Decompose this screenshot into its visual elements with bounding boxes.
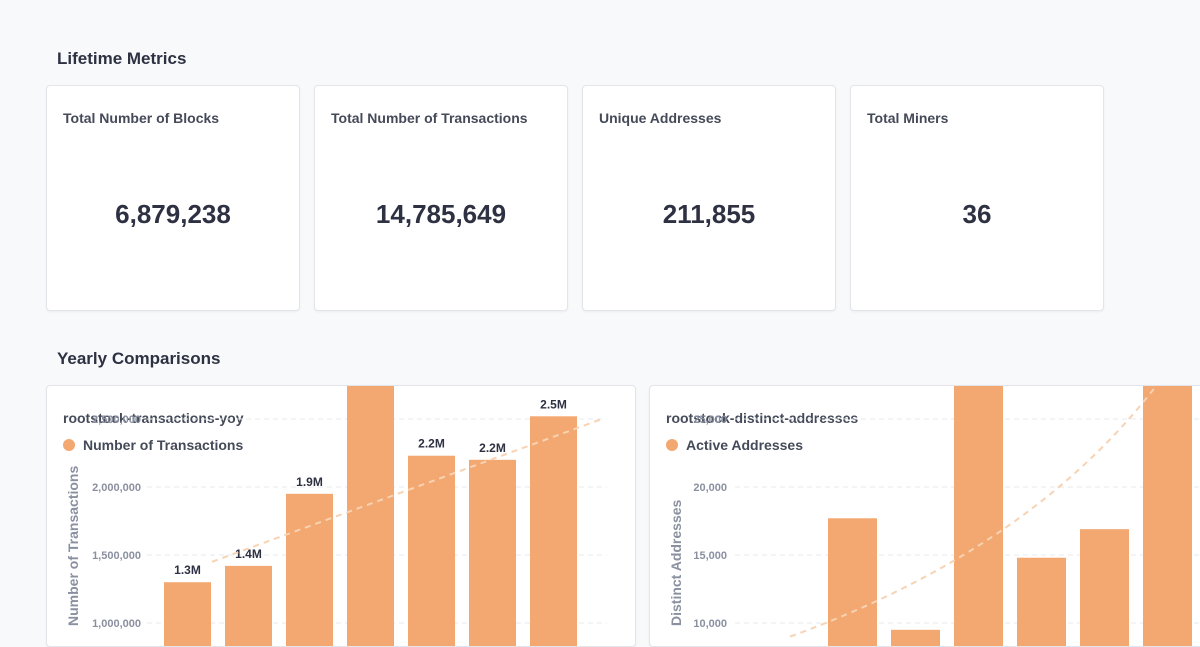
metric-card-total-transactions: Total Number of Transactions 14,785,649 xyxy=(314,85,568,311)
y-tick-label: 20,000 xyxy=(693,482,727,494)
chart-title: rootstock-distinct-addresses xyxy=(666,410,859,426)
yearly-comparisons-heading: Yearly Comparisons xyxy=(57,349,221,368)
bar xyxy=(1017,557,1066,646)
bar-data-label: 2.5M xyxy=(540,397,567,411)
metric-label: Total Number of Blocks xyxy=(63,110,220,126)
y-axis-title: Distinct Addresses xyxy=(668,499,684,626)
bar xyxy=(1143,386,1192,646)
legend-label: Number of Transactions xyxy=(83,437,244,453)
bar-data-label: 1.4M xyxy=(235,547,262,561)
bar xyxy=(164,582,211,646)
chart-card-distinct-addresses: rootstock-distinct-addresses Active Addr… xyxy=(649,385,1200,647)
metric-card-total-miners: Total Miners 36 xyxy=(850,85,1104,311)
bar-data-label: 2.2M xyxy=(418,437,445,451)
metric-card-total-blocks: Total Number of Blocks 6,879,238 xyxy=(46,85,300,311)
y-tick-label: 25,000 xyxy=(693,414,727,426)
bar xyxy=(408,455,455,646)
metric-value: 14,785,649 xyxy=(375,199,507,229)
chart-card-transactions-yoy: rootstock-transactions-yoy Number of Tra… xyxy=(46,385,636,647)
y-tick-label: 1,000,000 xyxy=(92,618,141,630)
bar xyxy=(225,565,272,646)
y-tick-label: 15,000 xyxy=(693,550,727,562)
legend-label: Active Addresses xyxy=(686,437,803,453)
bar xyxy=(1080,529,1129,646)
metric-value: 211,855 xyxy=(662,199,756,229)
y-tick-label: 1,500,000 xyxy=(92,550,141,562)
legend-dot-icon xyxy=(63,439,75,451)
chart-title: rootstock-transactions-yoy xyxy=(63,410,244,426)
metric-value: 6,879,238 xyxy=(115,199,231,229)
bar xyxy=(347,386,394,646)
transactions-bar-chart: 1,000,0001,500,0002,000,0002,500,0003,00… xyxy=(65,386,607,646)
y-axis-title: Number of Transactions xyxy=(65,466,81,626)
bar-data-label: 1.3M xyxy=(174,563,201,577)
trend-line xyxy=(789,386,1158,638)
bar-data-label: 2.2M xyxy=(479,441,506,455)
y-tick-label: 2,000,000 xyxy=(92,482,141,494)
metric-value: 36 xyxy=(962,199,992,229)
bar xyxy=(469,459,516,646)
metric-label: Unique Addresses xyxy=(599,110,722,126)
metric-label: Total Number of Transactions xyxy=(331,110,528,126)
bar xyxy=(954,386,1003,646)
bar xyxy=(286,493,333,646)
legend-dot-icon xyxy=(666,439,678,451)
lifetime-metrics-heading: Lifetime Metrics xyxy=(57,49,187,68)
bar xyxy=(891,629,940,646)
bar xyxy=(828,518,877,646)
chart-legend[interactable]: Number of Transactions xyxy=(63,437,243,453)
metric-card-unique-addresses: Unique Addresses 211,855 xyxy=(582,85,836,311)
y-tick-label: 2,500,000 xyxy=(92,414,141,426)
bar-data-label: 1.9M xyxy=(296,475,323,489)
trend-line xyxy=(211,418,603,563)
y-tick-label: 10,000 xyxy=(693,618,727,630)
chart-legend[interactable]: Active Addresses xyxy=(666,437,803,453)
metric-label: Total Miners xyxy=(867,110,949,126)
bar xyxy=(530,416,577,646)
